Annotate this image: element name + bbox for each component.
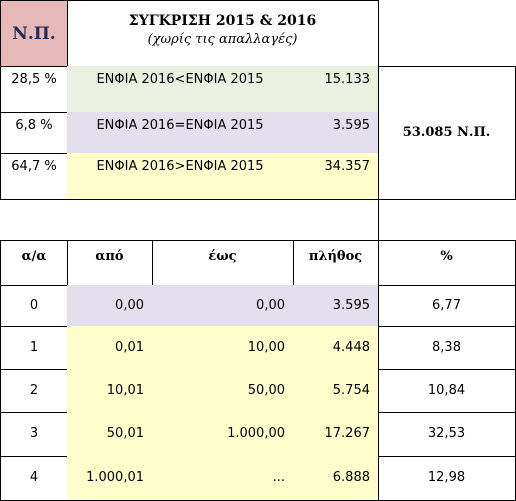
col-header-text: πλήθος	[308, 249, 363, 264]
summary-total-cell: 53.085 Ν.Π.	[378, 66, 516, 200]
row-1-count: 4.448	[293, 326, 379, 370]
cell-text: 12,98	[427, 470, 466, 485]
cell-text: 1	[29, 339, 39, 355]
cell-text: 50,01	[106, 426, 144, 441]
cell-text: 32,53	[427, 426, 466, 441]
row-4-pct: 12,98	[378, 456, 516, 501]
summary-label-1: ΕΝΦΙΑ 2016<ΕΝΦΙΑ 2015	[67, 66, 294, 113]
summary-label-2: ΕΝΦΙΑ 2016=ΕΝΦΙΑ 2015	[67, 112, 294, 154]
range-table: α/α από έως πλήθος % 0 0,00 0,00 3.595 6…	[0, 240, 516, 501]
title-text: ΣΥΓΚΡΙΣΗ 2015 & 2016	[128, 13, 317, 29]
row-4-to: ...	[152, 456, 294, 501]
summary-total-text: 53.085 Ν.Π.	[402, 125, 491, 140]
summary-pct-1: 28,5 %	[0, 66, 68, 113]
cell-text: 0,00	[115, 297, 144, 313]
col-header-to: έως	[152, 240, 294, 286]
row-0-count: 3.595	[293, 285, 379, 327]
cell-text: 4	[29, 470, 39, 485]
col-header-text: %	[440, 249, 453, 264]
cell-text: 3	[29, 426, 39, 441]
row-0-aa: 0	[0, 285, 68, 327]
row-0-pct: 6,77	[378, 285, 516, 327]
summary-pct-text: 64,7 %	[11, 159, 57, 174]
row-1-aa: 1	[0, 326, 68, 370]
subtitle-text: (χωρίς τις απαλλαγές)	[147, 32, 298, 47]
row-0-from: 0,00	[67, 285, 153, 327]
summary-label-text: ΕΝΦΙΑ 2016<ΕΝΦΙΑ 2015	[96, 72, 264, 87]
summary-label-text: ΕΝΦΙΑ 2016>ΕΝΦΙΑ 2015	[96, 159, 264, 174]
col-header-pct: %	[378, 240, 516, 286]
cell-text: ...	[272, 470, 285, 485]
row-2-from: 10,01	[67, 369, 153, 413]
cell-text: 1.000,00	[227, 426, 285, 441]
row-1-pct: 8,38	[378, 326, 516, 370]
summary-pct-3: 64,7 %	[0, 153, 68, 200]
row-0-to: 0,00	[152, 285, 294, 327]
summary-value-text: 15.133	[324, 72, 371, 87]
row-1-to: 10,00	[152, 326, 294, 370]
np-header-cell: Ν.Π.	[0, 0, 68, 67]
summary-value-text: 3.595	[332, 118, 370, 133]
row-2-aa: 2	[0, 369, 68, 413]
cell-text: 17.267	[324, 426, 371, 441]
summary-value-3: 34.357	[293, 153, 379, 200]
row-2-pct: 10,84	[378, 369, 516, 413]
row-3-to: 1.000,00	[152, 412, 294, 457]
row-2-count: 5.754	[293, 369, 379, 413]
connector-line	[378, 199, 379, 241]
cell-text: 5.754	[332, 382, 370, 398]
cell-text: 3.595	[332, 297, 370, 313]
col-header-text: έως	[208, 249, 237, 264]
summary-pct-text: 6,8 %	[15, 118, 53, 133]
row-2-to: 50,00	[152, 369, 294, 413]
row-4-from: 1.000,01	[67, 456, 153, 501]
row-3-pct: 32,53	[378, 412, 516, 457]
cell-text: 0,01	[115, 339, 144, 355]
summary-pct-text: 28,5 %	[11, 72, 57, 87]
cell-text: 0,00	[256, 297, 285, 313]
row-1-from: 0,01	[67, 326, 153, 370]
cell-text: 2	[29, 382, 39, 398]
summary-label-text: ΕΝΦΙΑ 2016=ΕΝΦΙΑ 2015	[96, 118, 264, 133]
row-4-count: 6.888	[293, 456, 379, 501]
cell-text: 10,01	[106, 382, 144, 398]
row-3-count: 17.267	[293, 412, 379, 457]
cell-text: 6.888	[332, 470, 370, 485]
row-3-aa: 3	[0, 412, 68, 457]
row-4-aa: 4	[0, 456, 68, 501]
np-label: Ν.Π.	[12, 23, 56, 44]
cell-text: 1.000,01	[86, 470, 144, 485]
row-3-from: 50,01	[67, 412, 153, 457]
summary-value-1: 15.133	[293, 66, 379, 113]
summary-value-text: 34.357	[324, 159, 371, 174]
cell-text: 6,77	[432, 297, 461, 313]
cell-text: 8,38	[432, 339, 461, 355]
summary-pct-2: 6,8 %	[0, 112, 68, 154]
cell-text: 10,00	[247, 339, 285, 355]
cell-text: 4.448	[332, 339, 370, 355]
col-header-aa: α/α	[0, 240, 68, 286]
col-header-from: από	[67, 240, 153, 286]
title-cell: ΣΥΓΚΡΙΣΗ 2015 & 2016 (χωρίς τις απαλλαγέ…	[67, 0, 379, 67]
col-header-count: πλήθος	[293, 240, 379, 286]
summary-label-3: ΕΝΦΙΑ 2016>ΕΝΦΙΑ 2015	[67, 153, 294, 200]
cell-text: 10,84	[427, 382, 466, 398]
col-header-text: από	[95, 249, 124, 264]
cell-text: 0	[29, 297, 39, 313]
col-header-text: α/α	[21, 249, 47, 264]
summary-value-2: 3.595	[293, 112, 379, 154]
cell-text: 50,00	[247, 382, 285, 398]
